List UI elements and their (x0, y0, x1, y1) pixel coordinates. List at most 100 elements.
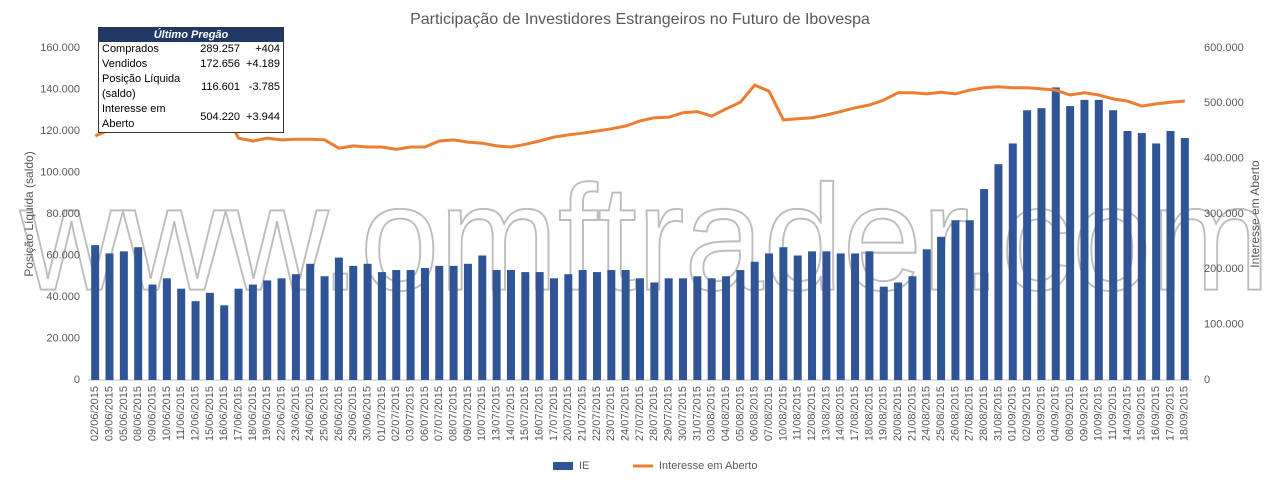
bar (363, 263, 372, 380)
bar (679, 278, 688, 380)
bar (736, 270, 745, 380)
bar (865, 251, 874, 380)
y2-tick-label: 0 (1204, 374, 1210, 386)
legend-label: IE (579, 460, 589, 472)
x-tick-label: 06/07/2015 (419, 386, 431, 441)
x-tick-label: 17/07/2015 (548, 386, 560, 441)
x-tick-label: 11/08/2015 (792, 386, 804, 440)
bar (191, 301, 200, 380)
x-tick-label: 08/06/2015 (132, 386, 144, 441)
bar (836, 253, 845, 380)
bar (177, 288, 186, 380)
bar (1180, 138, 1189, 380)
x-tick-label: 21/07/2015 (577, 386, 589, 441)
bar (535, 272, 544, 380)
x-tick-label: 04/08/2015 (720, 386, 732, 441)
x-tick-label: 11/09/2015 (1107, 386, 1119, 440)
x-tick-label: 27/07/2015 (634, 386, 646, 441)
x-tick-label: 15/06/2015 (204, 386, 216, 441)
bar (951, 220, 960, 380)
x-tick-label: 14/09/2015 (1121, 386, 1133, 441)
bar (420, 267, 429, 380)
y-tick-label: 80.000 (46, 208, 80, 220)
bar (879, 286, 888, 380)
bar (578, 270, 587, 380)
y2-axis-label: Interesse em Aberto (1248, 160, 1262, 268)
bar (248, 284, 257, 380)
x-tick-label: 03/06/2015 (103, 386, 115, 441)
bar (234, 288, 243, 380)
bar (549, 278, 558, 380)
x-tick-label: 15/07/2015 (519, 386, 531, 441)
inset-cell: 289.257 (200, 43, 241, 55)
y-tick-label: 120.000 (40, 125, 80, 137)
inset-cell: Comprados (102, 43, 159, 55)
bar (506, 270, 515, 380)
bar (636, 278, 644, 380)
watermark: www.omftrader.com (19, 154, 1270, 322)
x-tick-label: 18/08/2015 (863, 386, 875, 441)
bar (750, 261, 759, 380)
bar (937, 236, 946, 380)
x-tick-label: 16/06/2015 (218, 386, 230, 441)
bar (148, 284, 157, 380)
x-tick-label: 02/09/2015 (1021, 386, 1033, 441)
y-tick-label: 60.000 (46, 249, 80, 261)
inset-cell: 504.220 (200, 110, 241, 123)
bar (765, 253, 774, 380)
bar (592, 272, 601, 380)
x-tick-label: 10/06/2015 (161, 386, 173, 441)
inset-cell: 172.656 (200, 58, 241, 70)
x-tick-label: 04/09/2015 (1050, 386, 1062, 441)
x-tick-label: 27/08/2015 (964, 386, 976, 441)
bar (162, 278, 171, 380)
x-tick-label: 29/07/2015 (663, 386, 675, 441)
x-tick-label: 12/08/2015 (806, 386, 818, 441)
y-tick-label: 20.000 (46, 332, 80, 344)
x-tick-label: 29/06/2015 (347, 386, 359, 441)
bar (205, 292, 214, 380)
x-tick-label: 09/09/2015 (1078, 386, 1090, 441)
x-tick-label: 01/09/2015 (1007, 386, 1019, 441)
bar (1051, 87, 1060, 381)
bar (1008, 143, 1017, 380)
bar (492, 270, 501, 380)
x-tick-label: 01/07/2015 (376, 386, 388, 441)
bar (263, 280, 272, 380)
x-tick-label: 07/08/2015 (763, 386, 775, 441)
x-tick-label: 11/06/2015 (175, 386, 187, 440)
inset-cell: Posição Líquida (saldo) (102, 73, 181, 100)
x-tick-label: 02/07/2015 (390, 386, 402, 441)
x-tick-label: 22/07/2015 (591, 386, 603, 441)
bar (521, 272, 530, 380)
bar (621, 270, 630, 380)
bar (134, 247, 143, 380)
line (94, 83, 1185, 151)
x-tick-label: 08/07/2015 (448, 386, 460, 441)
x-tick-label: 31/08/2015 (992, 386, 1004, 441)
x-tick-label: 23/06/2015 (290, 386, 302, 441)
x-tick-label: 16/07/2015 (534, 386, 546, 441)
bar (1066, 106, 1075, 380)
bar (822, 251, 831, 380)
bar (91, 245, 100, 380)
x-tick-label: 17/06/2015 (232, 386, 244, 441)
y-tick-label: 140.000 (40, 83, 80, 95)
inset-table: Último Pregão Comprados 289.257 +404 Vendid… (98, 27, 284, 133)
bar (277, 278, 286, 380)
bar (793, 255, 802, 380)
x-tick-label: 24/06/2015 (304, 386, 316, 441)
x-tick-label: 20/07/2015 (562, 386, 574, 441)
bar (334, 257, 343, 380)
bar (349, 265, 358, 380)
bar (291, 274, 300, 380)
bar (1023, 110, 1032, 380)
y2-tick-label: 300.000 (1204, 208, 1244, 220)
x-tick-label: 05/06/2015 (118, 386, 130, 441)
bar (1137, 133, 1146, 380)
inset-cell: +3.944 (246, 110, 280, 123)
x-tick-label: 22/06/2015 (275, 386, 287, 441)
bar (220, 305, 229, 380)
bar (650, 282, 659, 380)
